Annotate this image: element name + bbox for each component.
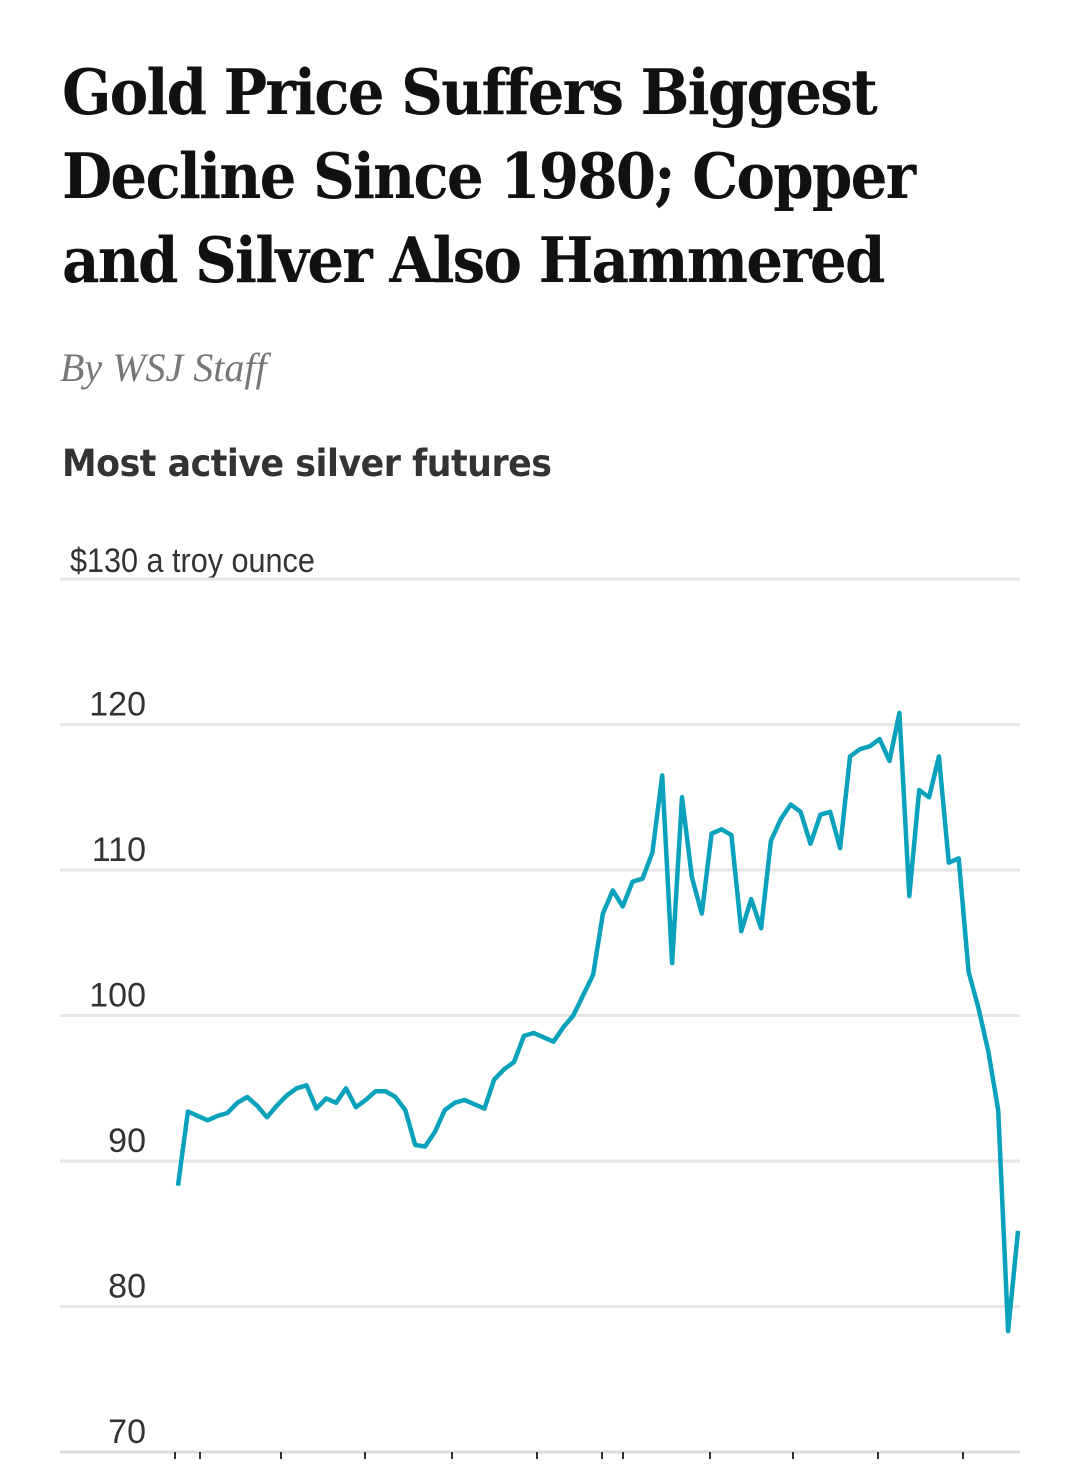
chart-title: Most active silver futures bbox=[62, 442, 552, 485]
y-tick-label: 80 bbox=[108, 1268, 146, 1306]
byline: By WSJ Staff bbox=[60, 345, 267, 390]
y-tick-label: 100 bbox=[89, 977, 146, 1015]
headline: Gold Price Suffers Biggest Decline Since… bbox=[62, 55, 916, 297]
series-line bbox=[175, 710, 1021, 1334]
y-tick-label: 70 bbox=[108, 1413, 146, 1451]
y-tick-label: 90 bbox=[108, 1122, 146, 1160]
y-tick-label: 110 bbox=[92, 831, 146, 869]
unit-label: $130 a troy ounce bbox=[70, 542, 315, 580]
y-tick-label: 120 bbox=[89, 686, 146, 724]
